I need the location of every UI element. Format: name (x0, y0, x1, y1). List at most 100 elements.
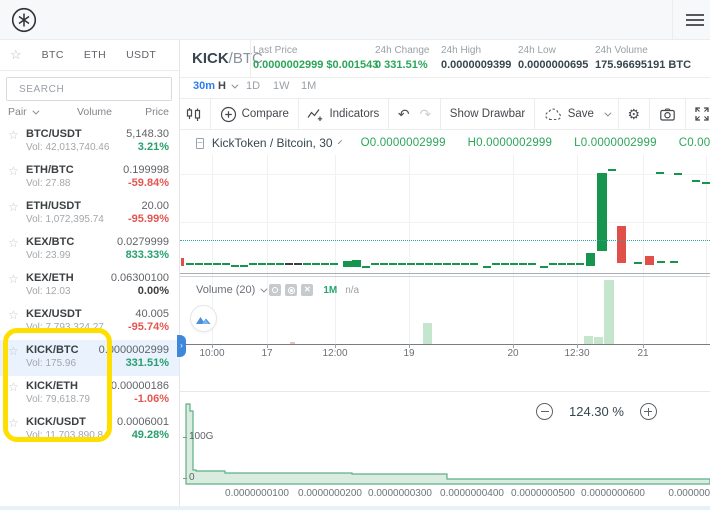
pair-price: 40.005 (135, 308, 169, 320)
favorite-star-icon[interactable]: ☆ (8, 308, 19, 322)
volume-legend: Volume (20) ✕ 1M n/a (196, 282, 359, 298)
timeframe-1d[interactable]: 1D (246, 80, 261, 92)
tab-eth[interactable]: ETH (83, 49, 107, 61)
gridline-horizontal (180, 174, 710, 175)
pane-separator[interactable] (180, 273, 710, 277)
candle-style-button[interactable] (185, 106, 201, 123)
favorite-star-icon[interactable]: ☆ (8, 344, 19, 358)
remove-indicator-icon[interactable]: ✕ (301, 284, 314, 296)
column-price[interactable]: Price (145, 106, 169, 118)
fullscreen-icon[interactable] (694, 106, 710, 122)
pair-row[interactable]: ☆ KICK/USDT 0.0006001 Vol: 11,703,890.84 49.… (0, 412, 179, 448)
candle (674, 173, 682, 175)
favorite-star-icon[interactable]: ☆ (8, 200, 19, 214)
time-axis-label: 12:30 (564, 348, 590, 359)
pair-row[interactable]: ☆ KEX/ETH 0.06300100 Vol: 12.03 0.00% (0, 268, 179, 304)
pair-list: ☆ BTC/USDT 5,148.30 Vol: 42,013,740.46 3.21%… (0, 124, 179, 448)
visibility-icon[interactable] (269, 284, 282, 296)
pair-price: 0.06300100 (110, 272, 169, 284)
candle (501, 263, 509, 265)
pair-row[interactable]: ☆ KEX/USDT 40.005 Vol: 7,793,324.27 -95.74% (0, 304, 179, 340)
series-title[interactable]: KickToken / Bitcoin, 30 (211, 136, 333, 150)
pair-volume: Vol: 7,793,324.27 (26, 322, 104, 333)
depth-pane-border (180, 391, 710, 392)
candle (452, 263, 460, 265)
indicators-button[interactable]: Indicators (307, 107, 379, 122)
candle (558, 263, 566, 265)
candle (425, 263, 433, 265)
pair-row[interactable]: ☆ KICK/BTC 0.0000002999 Vol: 175.96 331.51% (0, 340, 179, 376)
candle (434, 263, 442, 265)
tab-usdt[interactable]: USDT (126, 49, 157, 61)
timeframe-1w[interactable]: 1W (273, 80, 290, 92)
compare-button[interactable]: Compare (220, 106, 289, 123)
volume-bar (290, 342, 295, 344)
cloud-icon (544, 108, 561, 121)
time-axis-tick (212, 344, 213, 348)
chart-mode-button[interactable] (190, 305, 217, 332)
candle (352, 260, 361, 267)
save-button[interactable]: Save (544, 107, 612, 121)
stat-value: 0.0000000695 (518, 59, 589, 71)
pair-row[interactable]: ☆ BTC/USDT 5,148.30 Vol: 42,013,740.46 3.21% (0, 124, 179, 160)
tab-btc[interactable]: BTC (41, 49, 64, 61)
time-axis-tick (577, 344, 578, 348)
favorite-star-icon[interactable]: ☆ (8, 380, 19, 394)
candle (443, 263, 451, 265)
timeframe-h[interactable]: H (218, 80, 239, 92)
undo-icon[interactable]: ↶ (397, 105, 410, 122)
favorite-star-icon[interactable]: ☆ (8, 236, 19, 250)
volume-bar (423, 323, 432, 344)
menu-icon[interactable] (686, 14, 704, 29)
candle (492, 263, 500, 265)
candle (258, 263, 266, 265)
zoom-in-icon[interactable] (639, 403, 657, 420)
candle (249, 263, 257, 265)
pair-row[interactable]: ☆ KICK/ETH 0.00000186 Vol: 79,618.79 -1.06% (0, 376, 179, 412)
pair-change: 3.21% (137, 141, 169, 153)
candle (656, 172, 664, 174)
candle (330, 263, 338, 265)
gridline-vertical (706, 155, 707, 344)
column-pair[interactable]: Pair (8, 106, 40, 118)
ohlc-value: C0.0000002999 (678, 137, 710, 149)
timeframe-1m[interactable]: 1M (301, 80, 317, 92)
depth-y-label: 0 (189, 472, 195, 483)
pair-price: 20.00 (141, 200, 169, 212)
zoom-out-icon[interactable] (536, 403, 553, 420)
pair-row[interactable]: ☆ ETH/USDT 20.00 Vol: 1,072,395.74 -95.99% (0, 196, 179, 232)
ohlc-value: L0.0000002999 (574, 137, 657, 149)
favorite-star-icon[interactable]: ☆ (8, 164, 19, 178)
favorites-star-icon[interactable]: ☆ (10, 47, 22, 62)
show-drawbar-button[interactable]: Show Drawbar (449, 108, 526, 120)
exchange-logo-icon[interactable] (10, 6, 38, 39)
chart-toolbar: Compare Indicators ↶ ↷ Show Drawbar Save (180, 98, 710, 130)
top-bar (0, 0, 710, 40)
volume-label[interactable]: Volume (20) (196, 284, 256, 296)
pair-row[interactable]: ☆ ETH/BTC 0.199998 Vol: 27.88 -59.84% (0, 160, 179, 196)
market-tabs: ☆ BTC ETH USDT (0, 40, 179, 71)
candle (549, 263, 557, 265)
volume-settings-icon[interactable] (285, 284, 298, 296)
gridline-vertical (212, 155, 213, 344)
pair-volume: Vol: 23.99 (26, 250, 71, 261)
collapse-series-icon[interactable]: − (196, 137, 204, 149)
timeframe-30m[interactable]: 30m (193, 80, 216, 92)
favorite-star-icon[interactable]: ☆ (8, 128, 19, 142)
collapse-panel-handle[interactable]: › (177, 335, 186, 357)
column-volume[interactable]: Volume (77, 106, 113, 118)
time-axis-line (180, 344, 710, 345)
depth-x-label: 0.0000000300 (368, 488, 432, 499)
settings-gear-icon[interactable]: ⚙ (627, 105, 641, 122)
stat-value: 0.0000002999 $0.001543 (253, 59, 379, 71)
favorite-star-icon[interactable]: ☆ (8, 272, 19, 286)
pair-price: 0.0006001 (117, 416, 169, 428)
candle (416, 263, 424, 265)
candle (312, 263, 320, 265)
screenshot-camera-icon[interactable] (659, 107, 676, 122)
pair-price: 5,148.30 (126, 128, 169, 140)
gridline-vertical (513, 155, 514, 344)
pair-row[interactable]: ☆ KEX/BTC 0.0279999 Vol: 23.99 833.33% (0, 232, 179, 268)
favorite-star-icon[interactable]: ☆ (8, 416, 19, 430)
search-input[interactable] (7, 78, 171, 100)
